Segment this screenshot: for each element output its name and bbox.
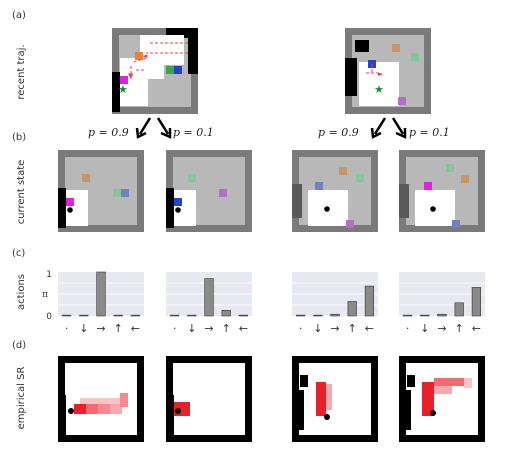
bar	[454, 302, 464, 317]
x-tick-label: →	[437, 322, 446, 335]
branch-arrows-right	[370, 117, 407, 139]
row-label-recent-traj: recent traj.	[16, 44, 27, 99]
light-green-object	[411, 53, 419, 61]
bar	[221, 309, 231, 317]
bar	[238, 314, 249, 317]
agent-dot	[324, 414, 330, 420]
action-chart-3: · ↓ → ↑ ←	[292, 272, 378, 335]
action-chart-1: · ↓ → ↑ ← 1 0 π	[42, 270, 144, 335]
bar	[113, 314, 123, 317]
sr-4	[399, 356, 485, 442]
row-label-empirical-sr: empirical SR	[16, 367, 27, 430]
x-tick-label: ↓	[79, 322, 88, 335]
bar	[295, 314, 306, 317]
row-label-actions: actions	[16, 274, 27, 310]
panel-label-d: (d)	[12, 340, 26, 351]
trajectory-arrows	[366, 64, 380, 74]
recent-traj-left: ★ ◄ ▼	[112, 28, 198, 114]
bar	[471, 287, 482, 317]
panel-label-c: (c)	[12, 248, 25, 259]
x-tick-label: ↓	[313, 322, 322, 335]
x-tick-label: ↓	[187, 322, 196, 335]
agent-dot	[175, 207, 181, 213]
bar	[420, 314, 430, 317]
agent-dot	[175, 408, 181, 414]
x-tick-label: ↓	[420, 322, 429, 335]
bar	[61, 314, 72, 317]
purple-object	[398, 97, 406, 105]
action-chart-2: · ↓ → ↑ ←	[166, 272, 252, 335]
goal-star-icon: ★	[118, 83, 128, 96]
goal-star-icon: ★	[374, 83, 384, 96]
prob-label-left-low: p = 0.1	[173, 126, 214, 139]
sr-3	[292, 356, 378, 442]
blue-object	[174, 66, 182, 74]
x-tick-label: ·	[299, 322, 303, 335]
bar	[79, 314, 89, 317]
arrow-icon: ◄	[142, 52, 148, 60]
branch-arrows-left	[135, 117, 172, 139]
orange-object	[135, 52, 143, 60]
recent-traj-right: ★ ►	[345, 28, 431, 114]
arrow-icon: ►	[378, 70, 384, 78]
state-2	[166, 150, 252, 232]
sr-2	[166, 356, 252, 442]
y-axis-label: π	[42, 290, 48, 300]
row-label-current-state: current state	[16, 160, 27, 225]
agent-dot	[430, 410, 436, 416]
tan-object	[392, 44, 400, 52]
bar	[347, 301, 357, 317]
bar	[313, 314, 323, 317]
trajectory-arrows	[130, 42, 188, 80]
sr-1	[58, 356, 144, 442]
bar	[330, 313, 340, 317]
x-tick-label: →	[330, 322, 339, 335]
agent-dot	[324, 206, 330, 212]
magenta-object	[120, 76, 128, 84]
bar	[402, 314, 413, 317]
state-1	[58, 150, 144, 232]
y-tick-label: 0	[46, 312, 52, 322]
bar	[96, 271, 106, 317]
bar	[364, 285, 375, 317]
x-tick-label: ↑	[455, 322, 464, 335]
state-3	[292, 150, 378, 232]
bar	[204, 278, 214, 317]
x-tick-label: ←	[472, 322, 481, 335]
x-tick-label: ↑	[348, 322, 357, 335]
state-4	[399, 150, 485, 232]
action-chart-4: · ↓ → ↑ ←	[399, 272, 485, 335]
x-tick-label: ·	[65, 322, 69, 335]
x-tick-label: ←	[365, 322, 374, 335]
x-tick-label: ↑	[114, 322, 123, 335]
arrow-icon: ▼	[128, 72, 134, 80]
green-object	[166, 66, 174, 74]
prob-label-left-high: p = 0.9	[88, 126, 129, 139]
bar	[187, 314, 197, 317]
x-tick-label: →	[96, 322, 105, 335]
x-tick-label: ←	[131, 322, 140, 335]
prob-label-right-low: p = 0.1	[409, 126, 450, 139]
action-charts: · ↓ → ↑ ← 1 0 π · ↓ → ↑ ← · ↓ → ↑ ← · ↓ → ↑ ←	[42, 270, 485, 335]
agent-dot	[68, 408, 74, 414]
bar	[170, 314, 180, 317]
x-tick-label: ←	[239, 322, 248, 335]
bar	[437, 313, 447, 317]
agent-dot	[67, 207, 73, 213]
y-tick-label: 1	[46, 270, 52, 280]
prob-label-right-high: p = 0.9	[318, 126, 359, 139]
panel-label-a: (a)	[12, 10, 26, 21]
panel-label-b: (b)	[12, 132, 26, 143]
bar	[130, 314, 141, 317]
x-tick-label: ↑	[222, 322, 231, 335]
agent-dot	[430, 206, 436, 212]
x-tick-label: ·	[173, 322, 177, 335]
x-tick-label: →	[204, 322, 213, 335]
x-tick-label: ·	[406, 322, 410, 335]
